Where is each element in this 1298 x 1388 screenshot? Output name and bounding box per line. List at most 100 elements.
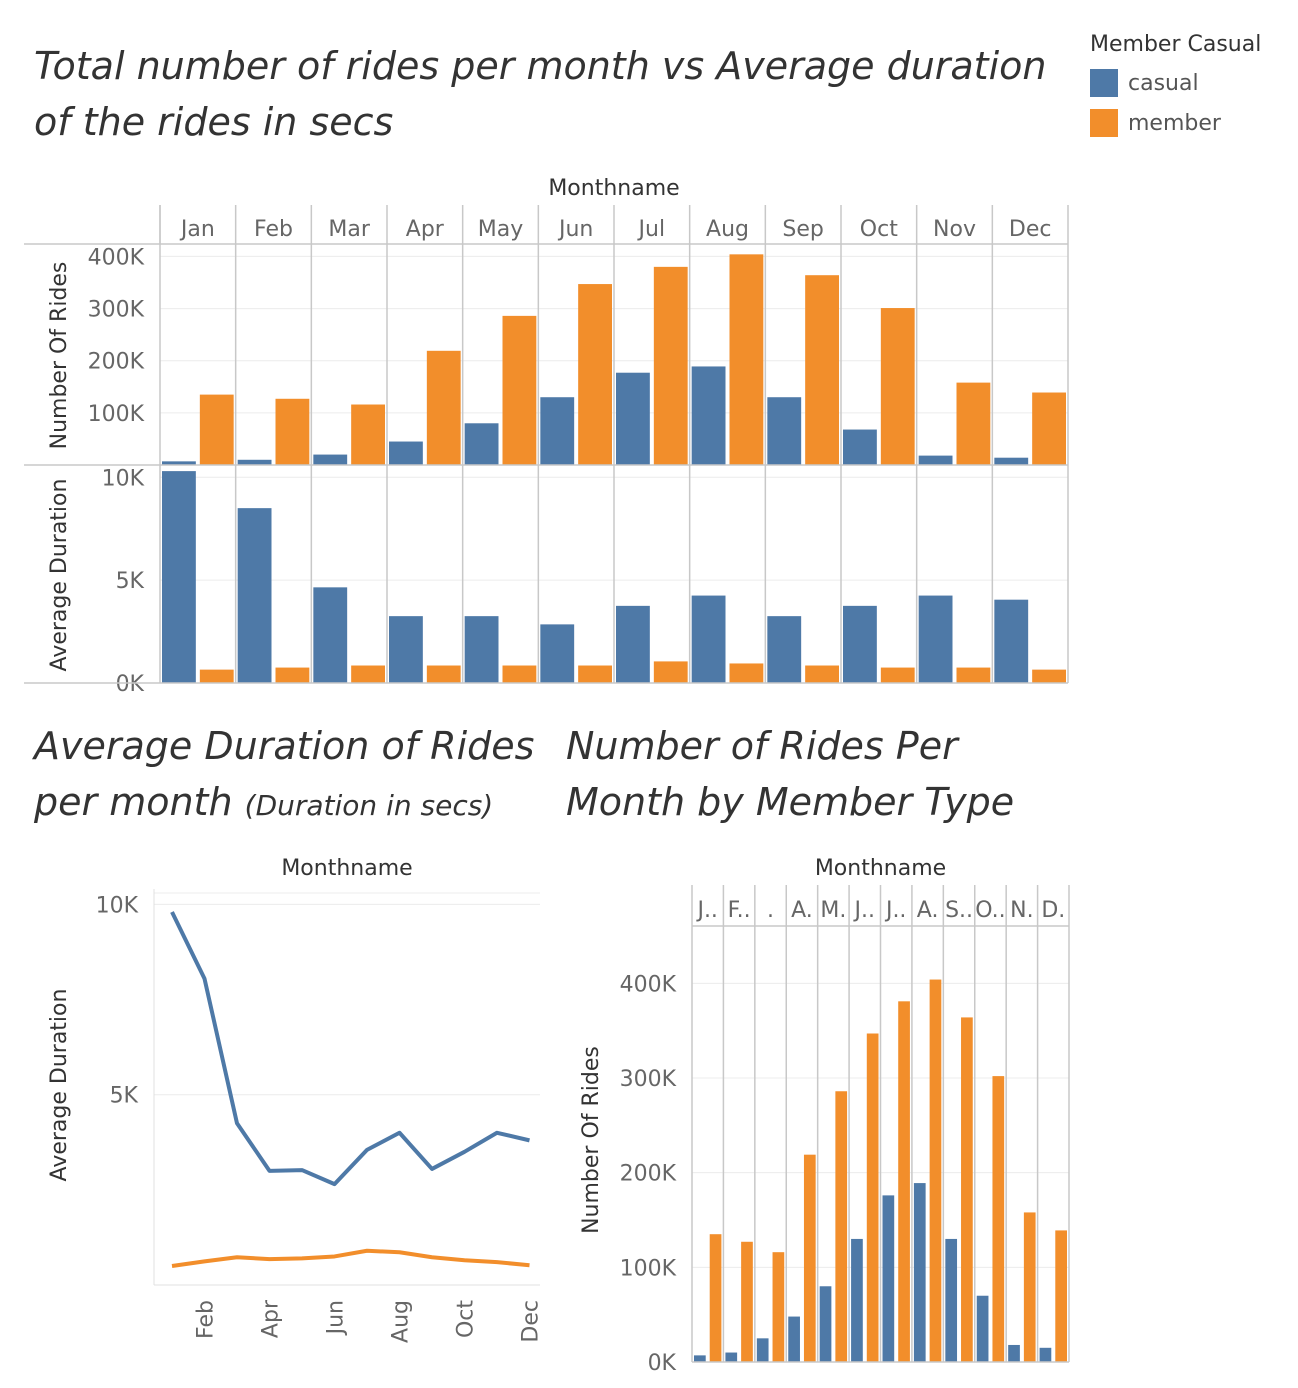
bar-member-oct	[880, 667, 915, 683]
duration-title-sub: (Duration in secs)	[244, 789, 494, 822]
bar-casual-jul	[616, 605, 650, 683]
line-series-member	[171, 1248, 530, 1268]
y-tick-label: 0K	[116, 672, 145, 697]
bar-member-may	[502, 315, 537, 465]
bar-casual-mar	[313, 587, 348, 683]
bar-member-month-8	[929, 979, 942, 1362]
bar-casual-dec	[994, 599, 1029, 683]
bar-member-sep	[805, 275, 839, 465]
rides-header-label: Monthname	[815, 856, 946, 881]
month-header-nov: Nov	[933, 217, 976, 242]
bar-member-month-7	[898, 1001, 910, 1362]
bar-casual-month-5	[819, 1286, 832, 1362]
bar-casual-month-2	[725, 1352, 738, 1362]
legend-item-casual[interactable]: casual	[1090, 63, 1261, 103]
bar-member-month-4	[803, 1154, 816, 1362]
rides-y-axis-title: Number Of Rides	[579, 1046, 604, 1234]
bar-casual-mar	[313, 454, 348, 465]
y-tick-label: 200K	[620, 1162, 677, 1187]
bar-member-feb	[275, 398, 310, 465]
y-tick-label: 400K	[620, 972, 677, 997]
bar-casual-aug	[691, 366, 726, 465]
month-header-mar: Mar	[328, 217, 370, 242]
rides-month-header: A.	[791, 898, 813, 923]
month-header-jul: Jul	[637, 217, 666, 242]
bar-casual-sep	[767, 616, 802, 683]
duration-title-main: Average Duration of Rides per month	[34, 724, 535, 824]
bar-member-month-12	[1055, 1230, 1067, 1362]
bar-casual-apr	[389, 441, 423, 465]
month-header-aug: Aug	[706, 217, 749, 242]
legend-title: Member Casual	[1090, 32, 1262, 57]
bar-casual-month-1	[694, 1355, 706, 1362]
y-tick-label: 0K	[648, 1351, 677, 1376]
rides-month-header: A.	[917, 898, 939, 923]
bar-casual-month-11	[1008, 1344, 1020, 1362]
bar-casual-feb	[237, 459, 272, 465]
bar-member-month-1	[709, 1234, 722, 1362]
bar-member-aug	[729, 663, 764, 683]
rides-month-header: M.	[820, 898, 846, 923]
bar-member-month-5	[835, 1091, 848, 1362]
bar-casual-month-7	[882, 1195, 895, 1362]
rides-month-header: N.	[1010, 898, 1033, 923]
month-header-may: May	[478, 217, 523, 242]
legend-swatch-casual	[1090, 69, 1118, 97]
y-tick-label: 300K	[88, 298, 145, 323]
y-tick-label: 10K	[96, 893, 139, 918]
rides-month-header: J..	[695, 898, 717, 923]
bar-member-feb	[275, 667, 310, 683]
legend-label-member: member	[1128, 110, 1221, 136]
bar-member-jun	[578, 284, 612, 465]
bar-member-may	[502, 665, 537, 683]
y-axis-title: Average Duration	[47, 479, 72, 672]
bar-casual-jul	[616, 372, 650, 465]
rides-month-header: D.	[1041, 898, 1065, 923]
y-tick-label: 400K	[88, 245, 145, 270]
bar-casual-oct	[843, 605, 877, 683]
bar-casual-month-9	[945, 1238, 958, 1362]
month-header-oct: Oct	[860, 217, 898, 242]
bar-member-mar	[351, 665, 385, 683]
bar-member-month-3	[772, 1252, 785, 1362]
month-header-jun: Jun	[557, 217, 593, 242]
y-tick-label: 300K	[620, 1067, 677, 1092]
bar-casual-may	[464, 616, 499, 683]
rides-chart-title: Number of Rides Per Month by Member Type	[566, 724, 1015, 824]
bar-member-dec	[1032, 669, 1066, 683]
month-header-feb: Feb	[254, 217, 293, 242]
bar-member-sep	[805, 665, 839, 683]
month-header-jan: Jan	[179, 217, 215, 242]
legend-item-member[interactable]: member	[1090, 103, 1261, 143]
y-tick-label: 10K	[102, 466, 145, 491]
bar-casual-month-12	[1039, 1347, 1052, 1362]
rides-month-header: J..	[884, 898, 906, 923]
rides-month-header: S..	[945, 898, 973, 923]
y-tick-label: 200K	[88, 350, 145, 375]
bar-casual-jun	[540, 397, 575, 465]
x-tick-label: Apr	[259, 1299, 284, 1338]
bar-member-aug	[729, 254, 764, 465]
bar-member-apr	[426, 665, 461, 683]
line-series-casual	[170, 911, 530, 1187]
bar-member-month-9	[961, 1017, 973, 1362]
legend: Member Casual casual member	[1090, 32, 1261, 143]
bar-member-jan	[199, 669, 234, 683]
month-header-apr: Apr	[406, 217, 445, 242]
x-tick-label: Feb	[194, 1300, 219, 1339]
bar-member-dec	[1032, 392, 1066, 465]
legend-label-casual: casual	[1128, 70, 1199, 96]
y-axis-title: Number Of Rides	[47, 262, 72, 450]
bar-member-nov	[956, 382, 991, 465]
bar-casual-feb	[237, 508, 272, 683]
bar-member-month-11	[1023, 1212, 1036, 1362]
bar-member-jul	[653, 661, 688, 683]
bar-casual-apr	[389, 616, 423, 683]
bar-member-apr	[426, 350, 461, 465]
bar-member-mar	[351, 404, 385, 465]
bar-casual-may	[464, 423, 499, 465]
bar-member-month-6	[866, 1033, 879, 1362]
bar-casual-nov	[918, 595, 953, 683]
bar-member-jan	[199, 394, 234, 465]
